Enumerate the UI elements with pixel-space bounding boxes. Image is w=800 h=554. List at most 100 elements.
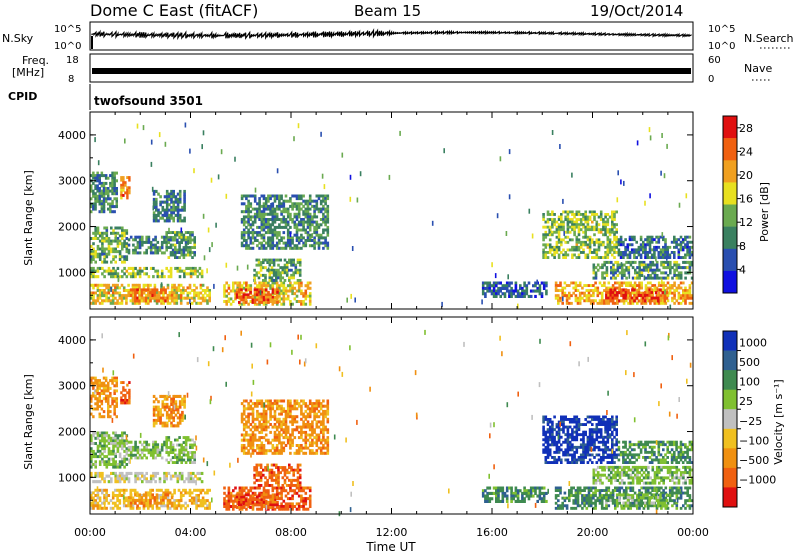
echo-cell	[165, 458, 168, 462]
echo-cell	[279, 273, 282, 277]
echo-cell	[98, 291, 102, 295]
echo-cell	[178, 208, 182, 212]
echo-cell	[90, 269, 93, 273]
echo-cell	[208, 299, 211, 303]
echo-cell	[183, 208, 186, 212]
echo-cell	[92, 286, 95, 290]
echo-cell	[253, 293, 257, 297]
echo-cell	[304, 302, 308, 306]
echo-cell	[136, 240, 140, 244]
echo-cell	[677, 286, 681, 290]
echo-cell	[322, 220, 325, 224]
echo-cell	[244, 301, 248, 304]
echo-cell	[90, 205, 93, 209]
echo-cell	[264, 266, 267, 270]
echo-cell	[264, 500, 268, 504]
echo-cell	[302, 497, 305, 501]
echo-cell	[227, 297, 231, 301]
echo-cell	[564, 253, 567, 257]
echo-cell	[115, 404, 118, 408]
echo-cell	[187, 471, 191, 475]
echo-cell	[100, 384, 104, 388]
echo-cell	[584, 218, 587, 221]
echo-cell	[297, 197, 301, 201]
echo-cell	[650, 235, 654, 239]
echo-cell	[256, 293, 259, 297]
echo-cell	[172, 205, 175, 209]
echo-cell	[152, 418, 156, 422]
echo-cell	[272, 473, 276, 477]
echo-cell	[272, 268, 276, 272]
echo-cell	[98, 202, 101, 206]
echo-cell	[141, 238, 144, 242]
echo-cell	[267, 500, 270, 504]
echo-cell	[176, 416, 180, 420]
echo-cell	[123, 465, 126, 469]
echo-cell	[234, 505, 237, 508]
echo-cell	[610, 266, 613, 270]
echo-cell	[258, 284, 261, 288]
echo-cell	[245, 239, 248, 242]
echo-cell	[200, 480, 204, 484]
echo-cell	[165, 410, 169, 414]
echo-cell	[298, 263, 302, 267]
echo-cell	[90, 434, 93, 438]
echo-cell	[648, 251, 652, 254]
echo-cell	[679, 274, 683, 277]
echo-cell	[168, 219, 171, 223]
echo-cell	[566, 253, 570, 257]
echo-cell	[160, 246, 164, 250]
echo-cell	[204, 506, 207, 510]
echo-cell	[585, 294, 589, 298]
echo-cell	[227, 300, 231, 303]
echo-cell	[311, 199, 314, 203]
echo-cell	[138, 272, 142, 276]
echo-cell	[568, 210, 572, 214]
echo-cell	[597, 215, 601, 219]
echo-cell	[107, 415, 110, 419]
echo-cell	[225, 302, 228, 306]
echo-cell	[115, 192, 118, 196]
echo-cell	[630, 243, 634, 247]
echo-cell	[271, 295, 275, 299]
echo-cell	[103, 231, 106, 235]
echo-cell	[101, 506, 104, 510]
echo-cell	[101, 436, 104, 440]
echo-cell	[174, 413, 178, 417]
echo-cell	[262, 246, 266, 250]
echo-cell	[115, 171, 118, 175]
echo-cell	[126, 383, 129, 387]
echo-cell	[277, 271, 280, 275]
echo-cell	[304, 499, 308, 503]
echo-cell	[278, 225, 281, 229]
echo-cell	[322, 204, 325, 208]
echo-cell	[180, 448, 183, 452]
echo-cell	[271, 486, 275, 490]
echo-cell	[134, 456, 137, 460]
echo-cell	[607, 291, 610, 295]
echo-cell	[542, 233, 545, 237]
echo-cell	[641, 293, 645, 297]
echo-cell	[618, 266, 622, 270]
echo-cell	[544, 235, 548, 239]
echo-cell	[266, 261, 269, 264]
echo-cell	[192, 480, 195, 484]
echo-cell	[523, 294, 526, 298]
echo-cell	[121, 242, 124, 246]
echo-cell	[111, 189, 114, 193]
echo-cell	[206, 294, 209, 298]
echo-cell	[548, 230, 552, 234]
echo-cell	[227, 486, 231, 490]
echo-cell	[281, 271, 285, 275]
echo-cell	[602, 228, 605, 232]
echo-cell	[544, 233, 548, 237]
echo-cell	[604, 215, 607, 219]
echo-cell	[293, 244, 297, 248]
echo-cell	[238, 297, 242, 301]
echo-cell	[105, 296, 108, 300]
echo-cell	[291, 494, 294, 498]
echo-cell	[98, 194, 101, 198]
echo-cell	[103, 275, 106, 279]
echo-cell	[240, 236, 244, 240]
echo-cell	[107, 460, 111, 464]
